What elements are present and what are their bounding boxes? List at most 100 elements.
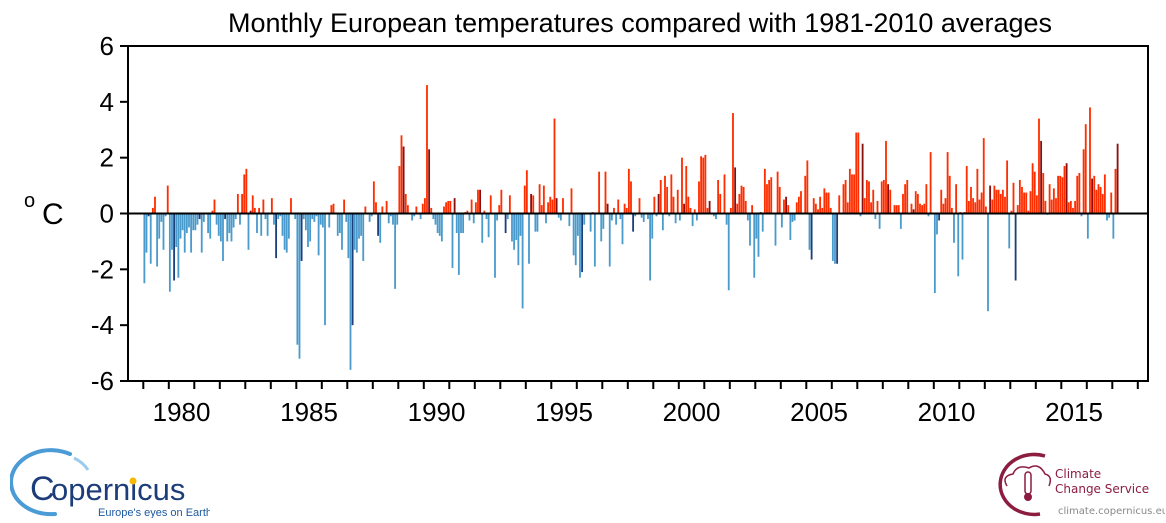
bar xyxy=(624,204,626,214)
bar xyxy=(528,214,530,264)
bar xyxy=(962,214,964,260)
bar xyxy=(745,201,747,214)
bar xyxy=(286,214,288,253)
bar xyxy=(753,214,755,278)
bar xyxy=(611,214,613,221)
bar xyxy=(481,214,483,243)
bar xyxy=(469,214,471,221)
bar xyxy=(428,149,430,213)
bar xyxy=(679,214,681,221)
bar xyxy=(828,193,830,214)
bar xyxy=(770,177,772,213)
bar xyxy=(970,187,972,214)
bar xyxy=(1112,214,1114,239)
bar xyxy=(700,156,702,213)
bar xyxy=(571,188,573,213)
bar xyxy=(775,214,777,246)
bar xyxy=(857,133,859,214)
bar xyxy=(938,214,940,221)
bar xyxy=(301,214,303,261)
chart-title: Monthly European temperatures compared w… xyxy=(228,8,1052,38)
bar xyxy=(942,204,944,214)
bar xyxy=(792,214,794,222)
bar xyxy=(602,214,604,229)
bar xyxy=(957,214,959,277)
bar xyxy=(517,214,519,266)
x-tick-label: 2010 xyxy=(918,397,976,427)
bar xyxy=(471,200,473,214)
bar xyxy=(794,214,796,221)
bar xyxy=(930,152,932,213)
bar xyxy=(947,152,949,213)
bar xyxy=(439,214,441,236)
bar xyxy=(505,214,507,234)
bar xyxy=(643,214,645,222)
bar xyxy=(241,194,243,214)
bar xyxy=(454,198,456,213)
bar xyxy=(1053,188,1055,213)
bar xyxy=(879,214,881,229)
bar xyxy=(949,176,951,214)
bar xyxy=(751,205,753,213)
bar xyxy=(704,155,706,214)
svg-text:Europe's eyes on Earth: Europe's eyes on Earth xyxy=(98,507,210,518)
bar xyxy=(921,205,923,213)
bar xyxy=(256,214,258,234)
y-axis-label-superscript: o xyxy=(24,190,35,212)
bar xyxy=(1104,174,1106,213)
bar xyxy=(1049,184,1051,213)
bar xyxy=(813,198,815,213)
bar xyxy=(925,184,927,213)
bar xyxy=(940,190,942,214)
bar xyxy=(894,205,896,213)
bar xyxy=(862,144,864,214)
bar xyxy=(590,214,592,232)
bar xyxy=(473,214,475,224)
bar xyxy=(411,214,413,221)
bar xyxy=(496,214,498,221)
bar xyxy=(509,195,511,213)
bar xyxy=(398,166,400,213)
bar xyxy=(539,184,541,213)
bar xyxy=(673,197,675,214)
bar xyxy=(214,200,216,214)
bar xyxy=(1059,176,1061,214)
bar xyxy=(993,186,995,214)
bar xyxy=(987,214,989,312)
bar xyxy=(534,214,536,232)
bar xyxy=(836,214,838,264)
bar xyxy=(1102,194,1104,214)
bar xyxy=(758,214,760,257)
bar xyxy=(475,202,477,213)
bar xyxy=(1044,201,1046,214)
bar xyxy=(163,214,165,250)
bar xyxy=(798,197,800,214)
bar xyxy=(675,214,677,224)
bar xyxy=(843,184,845,213)
bar xyxy=(401,135,403,213)
bar xyxy=(245,169,247,214)
bar xyxy=(143,214,145,284)
bar xyxy=(885,141,887,214)
bar xyxy=(594,214,596,267)
bar xyxy=(218,214,220,236)
bar xyxy=(991,200,993,214)
bar xyxy=(262,200,264,214)
y-tick-label: 0 xyxy=(100,199,114,229)
y-tick-label: -6 xyxy=(91,366,114,396)
bar xyxy=(354,214,356,250)
bar xyxy=(513,214,515,250)
bar xyxy=(520,214,522,236)
bar xyxy=(320,214,322,225)
bar xyxy=(347,214,349,259)
bar xyxy=(345,214,347,222)
bar xyxy=(522,214,524,309)
bar xyxy=(1006,160,1008,213)
bar xyxy=(360,214,362,236)
bar xyxy=(324,214,326,326)
bar xyxy=(313,214,315,222)
bar xyxy=(923,204,925,214)
bar xyxy=(379,214,381,243)
bar xyxy=(889,190,891,214)
bar xyxy=(734,167,736,213)
